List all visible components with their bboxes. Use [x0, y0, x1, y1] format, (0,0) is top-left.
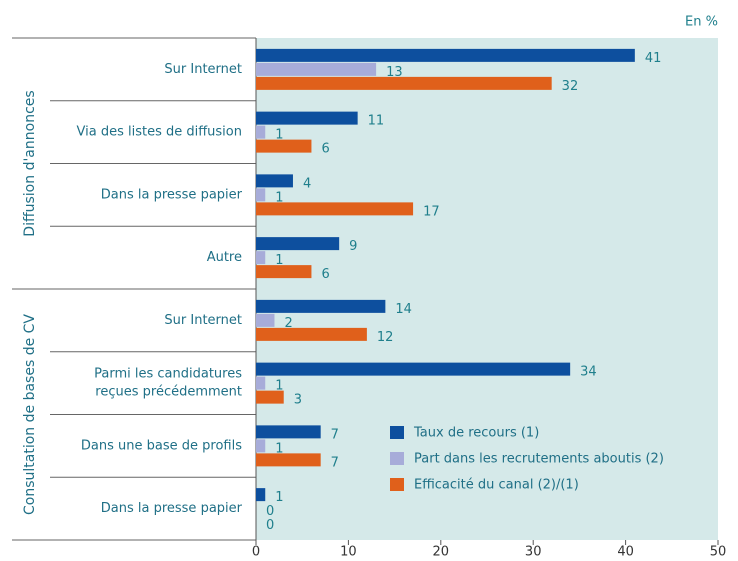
category-label: Sur Internet	[164, 313, 242, 328]
value-label: 9	[349, 239, 357, 254]
category-label: Parmi les candidatures	[94, 367, 242, 382]
bar	[256, 202, 414, 216]
value-label: 17	[423, 204, 440, 219]
legend-label: Taux de recours (1)	[413, 426, 539, 441]
legend-swatch	[390, 426, 404, 439]
value-label: 2	[284, 316, 292, 331]
bar	[256, 111, 358, 125]
bar	[256, 390, 284, 404]
bar	[256, 376, 266, 390]
legend-swatch	[390, 478, 404, 491]
value-label: 12	[377, 330, 394, 345]
value-label: 14	[395, 302, 412, 317]
category-label: Autre	[207, 250, 242, 265]
value-label: 6	[321, 267, 329, 282]
value-label: 11	[368, 114, 385, 129]
bar	[256, 48, 635, 62]
value-label: 4	[303, 176, 311, 191]
category-label: Dans une base de profils	[81, 438, 242, 453]
bar	[256, 425, 321, 439]
x-tick-label: 50	[710, 545, 727, 560]
bar	[256, 299, 386, 313]
bar	[256, 327, 367, 341]
x-tick-label: 20	[433, 545, 450, 560]
bar	[256, 488, 266, 502]
x-tick-label: 30	[525, 545, 542, 560]
value-label: 34	[580, 365, 597, 380]
value-label: 1	[275, 128, 283, 143]
bar	[256, 125, 266, 139]
category-label: Via des listes de diffusion	[77, 125, 243, 140]
value-label: 0	[266, 504, 274, 519]
x-tick-label: 40	[617, 545, 634, 560]
value-label: 7	[331, 427, 339, 442]
bar	[256, 62, 377, 76]
value-label: 0	[266, 518, 274, 533]
value-label: 3	[294, 393, 302, 408]
bar	[256, 237, 340, 251]
x-tick-label: 10	[340, 545, 357, 560]
value-label: 1	[275, 379, 283, 394]
group-label: Consultation de bases de CV	[22, 314, 38, 515]
category-label: Sur Internet	[164, 62, 242, 77]
category-label: Dans la presse papier	[101, 187, 243, 202]
value-label: 1	[275, 490, 283, 505]
value-label: 13	[386, 65, 403, 80]
value-label: 1	[275, 190, 283, 205]
bar	[256, 362, 571, 376]
x-tick-label: 0	[252, 545, 260, 560]
bar	[256, 265, 312, 279]
legend-label: Efficacité du canal (2)/(1)	[414, 478, 579, 493]
legend-label: Part dans les recrutements aboutis (2)	[414, 452, 664, 467]
value-label: 6	[321, 142, 329, 157]
group-label: Diffusion d'annonces	[22, 90, 38, 236]
bar	[256, 313, 275, 327]
bar	[256, 439, 266, 453]
bar	[256, 453, 321, 467]
bar	[256, 251, 266, 265]
bar	[256, 139, 312, 153]
legend-swatch	[390, 452, 404, 465]
value-label: 41	[645, 51, 662, 66]
bar	[256, 174, 293, 188]
bar	[256, 188, 266, 202]
bar	[256, 76, 552, 90]
value-label: 1	[275, 253, 283, 268]
category-label: reçues précédemment	[95, 385, 242, 400]
category-label: Dans la presse papier	[101, 501, 243, 516]
unit-label: En %	[685, 15, 718, 30]
value-label: 1	[275, 441, 283, 456]
value-label: 7	[331, 455, 339, 470]
value-label: 32	[562, 79, 579, 94]
